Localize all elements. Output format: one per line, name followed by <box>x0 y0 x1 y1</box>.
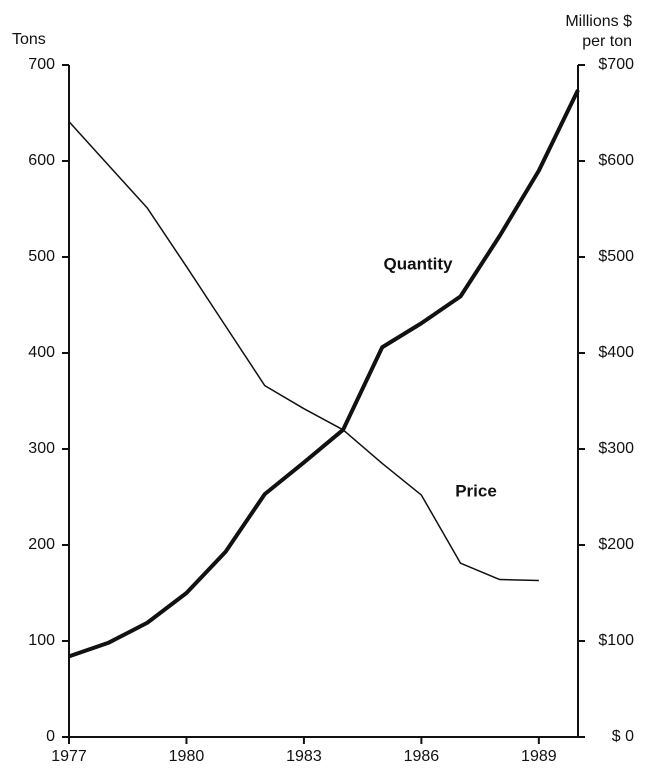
y2-tick-label: $ 0 <box>612 728 634 745</box>
series-label: Price <box>455 481 497 500</box>
x-tick-label: 1980 <box>169 748 205 765</box>
y2-tick-label: $600 <box>598 152 634 169</box>
y-tick-label: 500 <box>28 248 55 265</box>
series-line <box>68 89 580 659</box>
y-tick-label: 700 <box>28 56 55 73</box>
y2-tick-label: $100 <box>598 632 634 649</box>
y2-tick-label: $200 <box>598 536 634 553</box>
y-tick-label: 100 <box>28 632 55 649</box>
y-tick-label: 200 <box>28 536 55 553</box>
y2-tick-label: $300 <box>598 440 634 457</box>
series-label: Quantity <box>384 254 453 273</box>
y-tick-label: 400 <box>28 344 55 361</box>
y2-axis-label: per ton <box>582 33 632 50</box>
x-tick-label: 1977 <box>51 748 87 765</box>
x-tick-label: 1983 <box>286 748 322 765</box>
x-tick-label: 1989 <box>521 748 557 765</box>
y2-tick-label: $400 <box>598 344 634 361</box>
y2-tick-label: $700 <box>598 56 634 73</box>
y-tick-label: 600 <box>28 152 55 169</box>
y2-axis-label: Millions $ <box>565 13 632 30</box>
y2-tick-label: $500 <box>598 248 634 265</box>
x-tick-label: 1986 <box>404 748 440 765</box>
y-axis-label: Tons <box>12 31 46 48</box>
series-line <box>68 121 539 582</box>
y-tick-label: 300 <box>28 440 55 457</box>
y-tick-label: 0 <box>46 728 55 745</box>
